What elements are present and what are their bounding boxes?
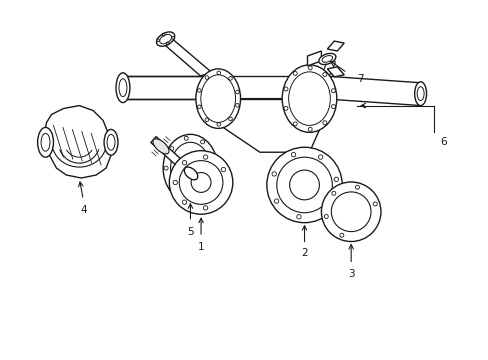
Text: 3: 3 bbox=[347, 269, 354, 279]
Polygon shape bbox=[326, 67, 344, 77]
Ellipse shape bbox=[414, 82, 426, 105]
Text: 5: 5 bbox=[187, 226, 193, 237]
Circle shape bbox=[321, 182, 380, 242]
Text: 1: 1 bbox=[197, 242, 204, 252]
Polygon shape bbox=[307, 51, 321, 66]
Polygon shape bbox=[163, 39, 212, 76]
Polygon shape bbox=[150, 136, 206, 188]
Polygon shape bbox=[321, 76, 420, 105]
Text: 6: 6 bbox=[439, 137, 446, 147]
Ellipse shape bbox=[163, 134, 217, 202]
Polygon shape bbox=[326, 41, 344, 51]
Ellipse shape bbox=[156, 32, 174, 46]
Ellipse shape bbox=[104, 129, 118, 155]
Polygon shape bbox=[122, 76, 205, 99]
Circle shape bbox=[169, 151, 232, 214]
Polygon shape bbox=[43, 105, 111, 178]
Ellipse shape bbox=[153, 139, 169, 154]
Ellipse shape bbox=[196, 69, 240, 129]
Ellipse shape bbox=[38, 127, 53, 157]
Text: 2: 2 bbox=[301, 248, 307, 258]
Ellipse shape bbox=[184, 167, 197, 180]
Polygon shape bbox=[122, 76, 205, 99]
Text: 4: 4 bbox=[80, 205, 86, 215]
Text: 7: 7 bbox=[356, 74, 363, 84]
Ellipse shape bbox=[318, 53, 335, 64]
Ellipse shape bbox=[282, 65, 336, 132]
Circle shape bbox=[266, 147, 342, 223]
Ellipse shape bbox=[116, 73, 130, 103]
Polygon shape bbox=[220, 99, 321, 152]
